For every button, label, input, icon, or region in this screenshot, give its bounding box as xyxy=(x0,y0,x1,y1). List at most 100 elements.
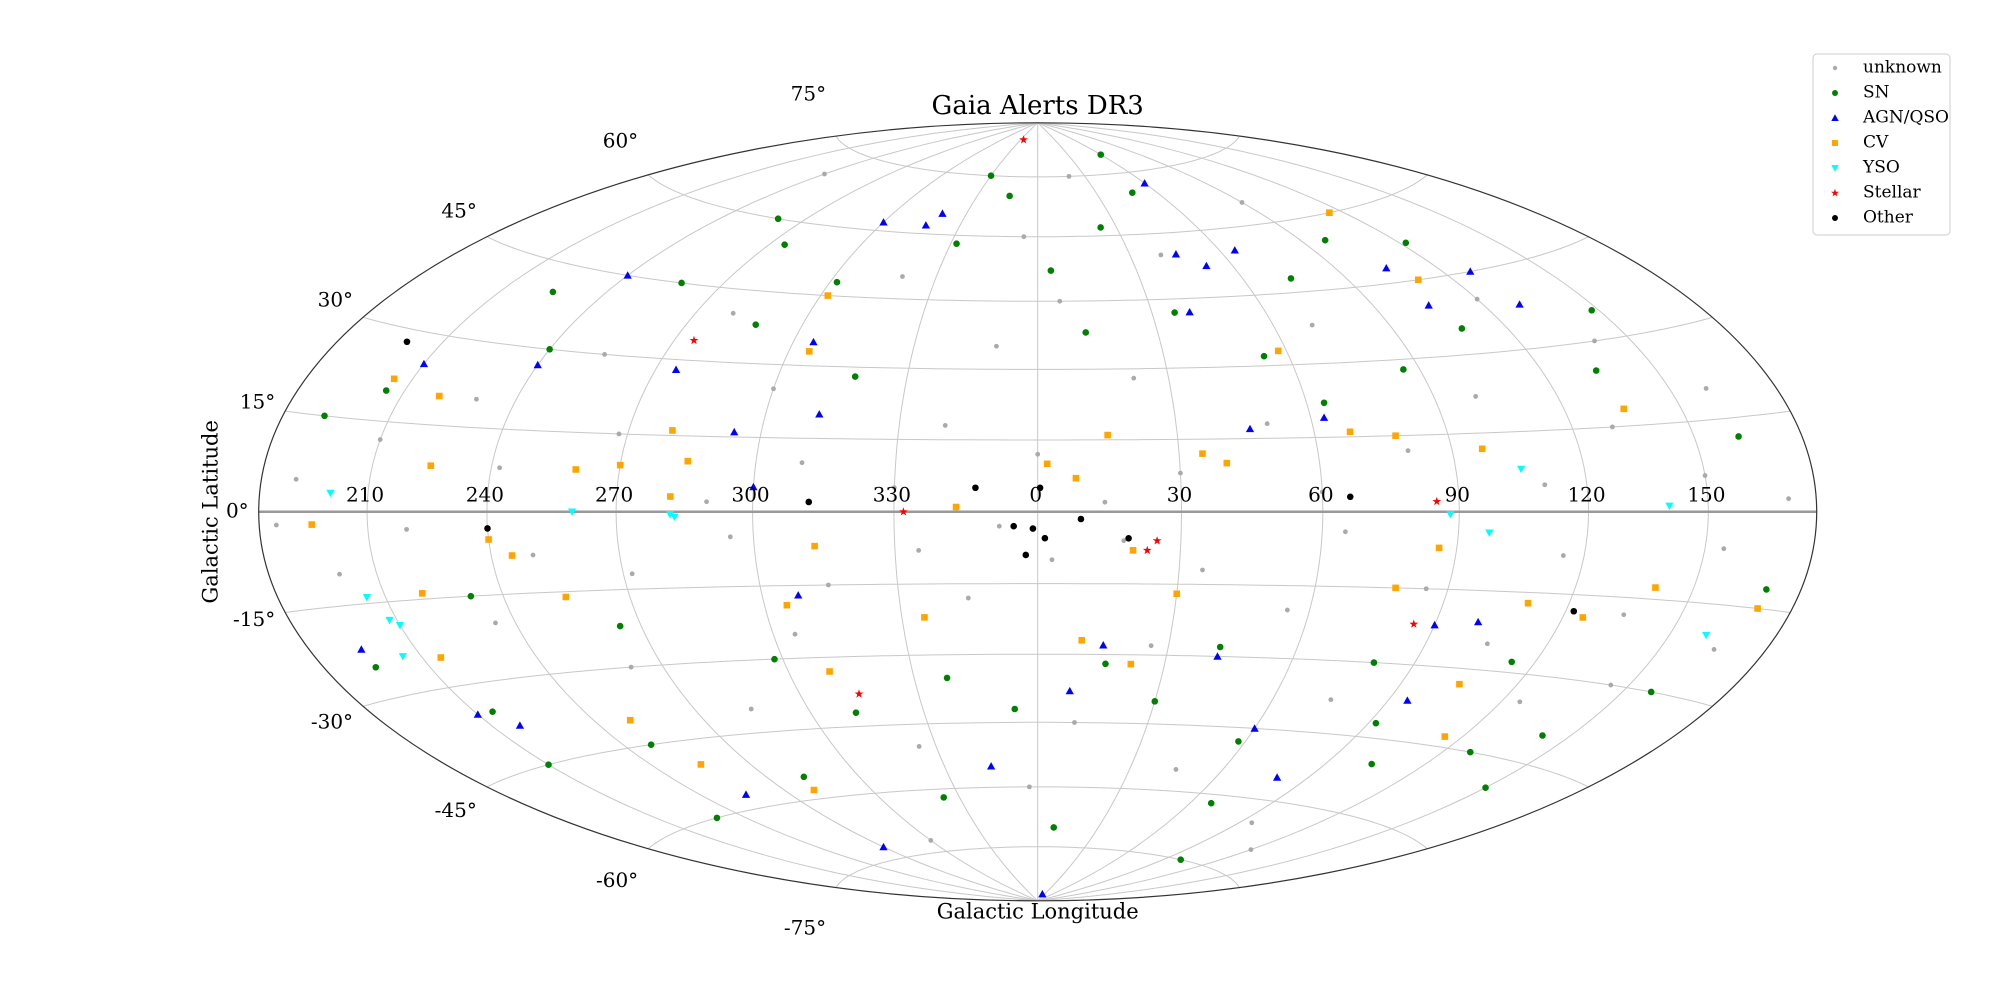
point xyxy=(337,571,342,577)
point xyxy=(1458,325,1466,332)
point xyxy=(382,387,390,394)
point xyxy=(730,427,739,436)
point xyxy=(1326,209,1333,217)
point xyxy=(670,513,679,522)
point xyxy=(1041,534,1049,542)
point xyxy=(1239,200,1245,205)
point xyxy=(1482,784,1489,792)
point xyxy=(427,462,435,469)
projection-frame xyxy=(258,122,1818,902)
point xyxy=(1372,719,1380,727)
legend-label: Other xyxy=(1863,208,1914,228)
point xyxy=(1057,298,1063,304)
point xyxy=(1735,433,1742,440)
point xyxy=(1043,460,1051,468)
point xyxy=(629,571,635,577)
point xyxy=(800,773,808,781)
point xyxy=(1319,413,1329,421)
point xyxy=(1173,590,1181,598)
point xyxy=(1763,586,1770,593)
point xyxy=(1539,732,1546,739)
point xyxy=(1435,544,1443,552)
point xyxy=(1199,450,1206,457)
point xyxy=(497,465,502,471)
point xyxy=(1382,263,1391,272)
point xyxy=(811,542,818,550)
point xyxy=(879,218,888,226)
legend-marker xyxy=(1832,140,1838,146)
parallel xyxy=(285,583,1791,613)
point xyxy=(771,655,778,663)
point xyxy=(1102,499,1108,505)
point xyxy=(357,645,366,653)
legend-label: YSO xyxy=(1862,158,1900,178)
point xyxy=(437,654,445,661)
point xyxy=(308,521,316,528)
point xyxy=(1423,586,1429,592)
point xyxy=(1248,847,1254,852)
point xyxy=(1346,493,1354,501)
point xyxy=(419,359,429,368)
point xyxy=(1466,267,1475,275)
point xyxy=(1320,399,1328,407)
point xyxy=(1430,620,1439,629)
point xyxy=(1171,250,1181,258)
point xyxy=(362,594,371,602)
y-tick-label: 45° xyxy=(441,198,476,222)
y-axis-label: Galactic Latitude xyxy=(199,420,223,603)
point xyxy=(1264,421,1270,427)
x-axis-label: Galactic Longitude xyxy=(937,900,1139,924)
point xyxy=(1223,459,1231,467)
point xyxy=(1647,688,1655,696)
x-tick-label: 0 xyxy=(1029,482,1042,506)
x-tick-label: 330 xyxy=(873,482,911,506)
point xyxy=(1592,367,1600,374)
point xyxy=(833,278,841,286)
point xyxy=(1466,748,1474,756)
point xyxy=(1321,236,1329,244)
y-tick-label: 15° xyxy=(240,389,275,413)
point xyxy=(1403,696,1412,704)
point xyxy=(1158,252,1164,258)
point xyxy=(467,592,475,600)
point xyxy=(1368,760,1375,768)
point xyxy=(1542,482,1548,488)
point xyxy=(851,373,859,380)
point xyxy=(546,346,553,353)
point xyxy=(1185,307,1194,316)
point xyxy=(1142,545,1152,555)
point xyxy=(940,794,948,801)
point xyxy=(1701,631,1711,640)
point xyxy=(1721,546,1727,552)
point xyxy=(1570,607,1578,615)
point xyxy=(730,310,736,316)
point xyxy=(572,466,580,473)
x-tick-label: 210 xyxy=(346,482,384,506)
point xyxy=(1207,799,1215,807)
point xyxy=(1029,525,1037,532)
point xyxy=(1022,551,1030,559)
point xyxy=(398,653,407,661)
point xyxy=(372,663,380,671)
point xyxy=(669,427,676,434)
point xyxy=(805,348,813,355)
point xyxy=(810,786,818,794)
point xyxy=(671,365,681,373)
legend-label: Stellar xyxy=(1863,183,1922,203)
y-tick-label: -45° xyxy=(435,798,477,822)
y-tick-label: 75° xyxy=(791,81,826,105)
point xyxy=(942,423,948,428)
point xyxy=(485,536,492,543)
point xyxy=(678,279,685,287)
point xyxy=(1621,612,1627,618)
point xyxy=(623,271,632,279)
point xyxy=(799,460,805,466)
point xyxy=(1579,614,1587,621)
point xyxy=(1432,496,1442,506)
y-tick-label: 60° xyxy=(603,128,638,152)
point xyxy=(484,525,491,532)
y-tick-label: -75° xyxy=(784,915,826,939)
point xyxy=(748,706,754,712)
x-tick-label: 300 xyxy=(731,482,769,506)
